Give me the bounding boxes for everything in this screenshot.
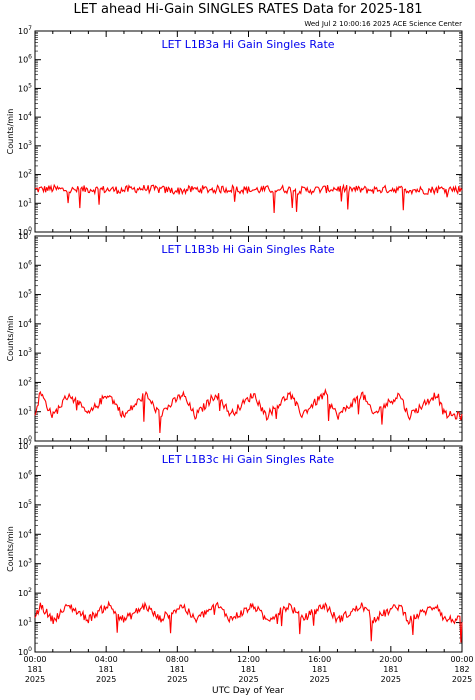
x-tick-label-time: 00:00 xyxy=(450,655,473,664)
x-tick-label-year: 2025 xyxy=(238,675,258,684)
panel-title: LET L1B3c Hi Gain Singles Rate xyxy=(162,453,335,466)
panel-title: LET L1B3b Hi Gain Singles Rate xyxy=(161,243,335,256)
y-tick-label: 103 xyxy=(18,558,32,569)
y-tick-label: 107 xyxy=(18,440,32,451)
y-tick-label: 101 xyxy=(18,197,32,208)
y-tick-label: 106 xyxy=(18,259,32,270)
y-tick-label: 105 xyxy=(18,82,32,93)
x-tick-label-day: 181 xyxy=(241,665,256,674)
y-tick-label: 103 xyxy=(18,347,32,358)
y-tick-label: 100 xyxy=(18,435,32,446)
panel-3: 100 101 102 103 104 105 106 107 Counts/min LET L1… xyxy=(6,440,463,657)
y-tick-label: 103 xyxy=(18,140,32,151)
data-line xyxy=(34,600,463,643)
y-axis-title: Counts/min xyxy=(6,526,15,572)
x-axis-title: UTC Day of Year xyxy=(212,686,284,696)
panel-frame xyxy=(34,235,463,442)
y-axis-title: Counts/min xyxy=(6,109,15,155)
y-tick-label: 101 xyxy=(18,406,32,417)
x-tick-label-time: 04:00 xyxy=(95,655,118,664)
x-tick-label-time: 16:00 xyxy=(308,655,331,664)
generated-timestamp: Wed Jul 2 10:00:16 2025 ACE Science Cent… xyxy=(304,20,462,28)
y-tick-label: 107 xyxy=(18,25,32,36)
y-tick-label: 106 xyxy=(18,469,32,480)
x-tick-label-day: 181 xyxy=(383,665,398,674)
x-tick-label-time: 00:00 xyxy=(23,655,46,664)
x-tick-label-year: 2025 xyxy=(381,675,401,684)
x-tick-label-day: 181 xyxy=(170,665,185,674)
y-tick-label: 101 xyxy=(18,617,32,628)
panel-2: 100 101 102 103 104 105 106 107 Counts/min LET L1… xyxy=(6,230,463,446)
panel-1: 100 101 102 103 104 105 106 107 Counts/min LET L1… xyxy=(6,25,463,237)
x-tick-label-time: 20:00 xyxy=(379,655,402,664)
y-tick-label: 106 xyxy=(18,54,32,65)
x-tick-label-year: 2025 xyxy=(25,675,45,684)
y-axis-title: Counts/min xyxy=(6,316,15,362)
x-tick-label-year: 2025 xyxy=(309,675,329,684)
x-tick-label-year: 2025 xyxy=(96,675,116,684)
y-tick-label: 107 xyxy=(18,230,32,241)
y-tick-label: 102 xyxy=(18,587,32,598)
data-line xyxy=(34,387,463,433)
x-tick-label-day: 181 xyxy=(312,665,327,674)
x-tick-label-day: 181 xyxy=(27,665,42,674)
data-line xyxy=(34,183,463,213)
panel-title: LET L1B3a Hi Gain Singles Rate xyxy=(161,38,334,51)
x-tick-label-year: 2025 xyxy=(452,675,472,684)
y-tick-label: 104 xyxy=(18,111,32,122)
panel-frame xyxy=(34,445,463,653)
y-tick-label: 100 xyxy=(18,226,32,237)
y-tick-label: 102 xyxy=(18,376,32,387)
x-tick-label-time: 08:00 xyxy=(166,655,189,664)
panels: 100 101 102 103 104 105 106 107 Counts/min LET L1… xyxy=(6,25,463,657)
y-tick-label: 105 xyxy=(18,499,32,510)
x-tick-label-day: 182 xyxy=(454,665,469,674)
x-tick-label-year: 2025 xyxy=(167,675,187,684)
y-tick-label: 102 xyxy=(18,169,32,180)
y-tick-label: 104 xyxy=(18,318,32,329)
y-tick-label: 105 xyxy=(18,289,32,300)
y-tick-label: 100 xyxy=(18,646,32,657)
x-tick-label-day: 181 xyxy=(99,665,114,674)
figure-title: LET ahead Hi-Gain SINGLES RATES Data for… xyxy=(73,2,422,17)
y-tick-label: 104 xyxy=(18,528,32,539)
x-axis-labels: 00:00181202504:00181202508:00181202512:0… xyxy=(23,655,473,684)
x-tick-label-time: 12:00 xyxy=(237,655,260,664)
